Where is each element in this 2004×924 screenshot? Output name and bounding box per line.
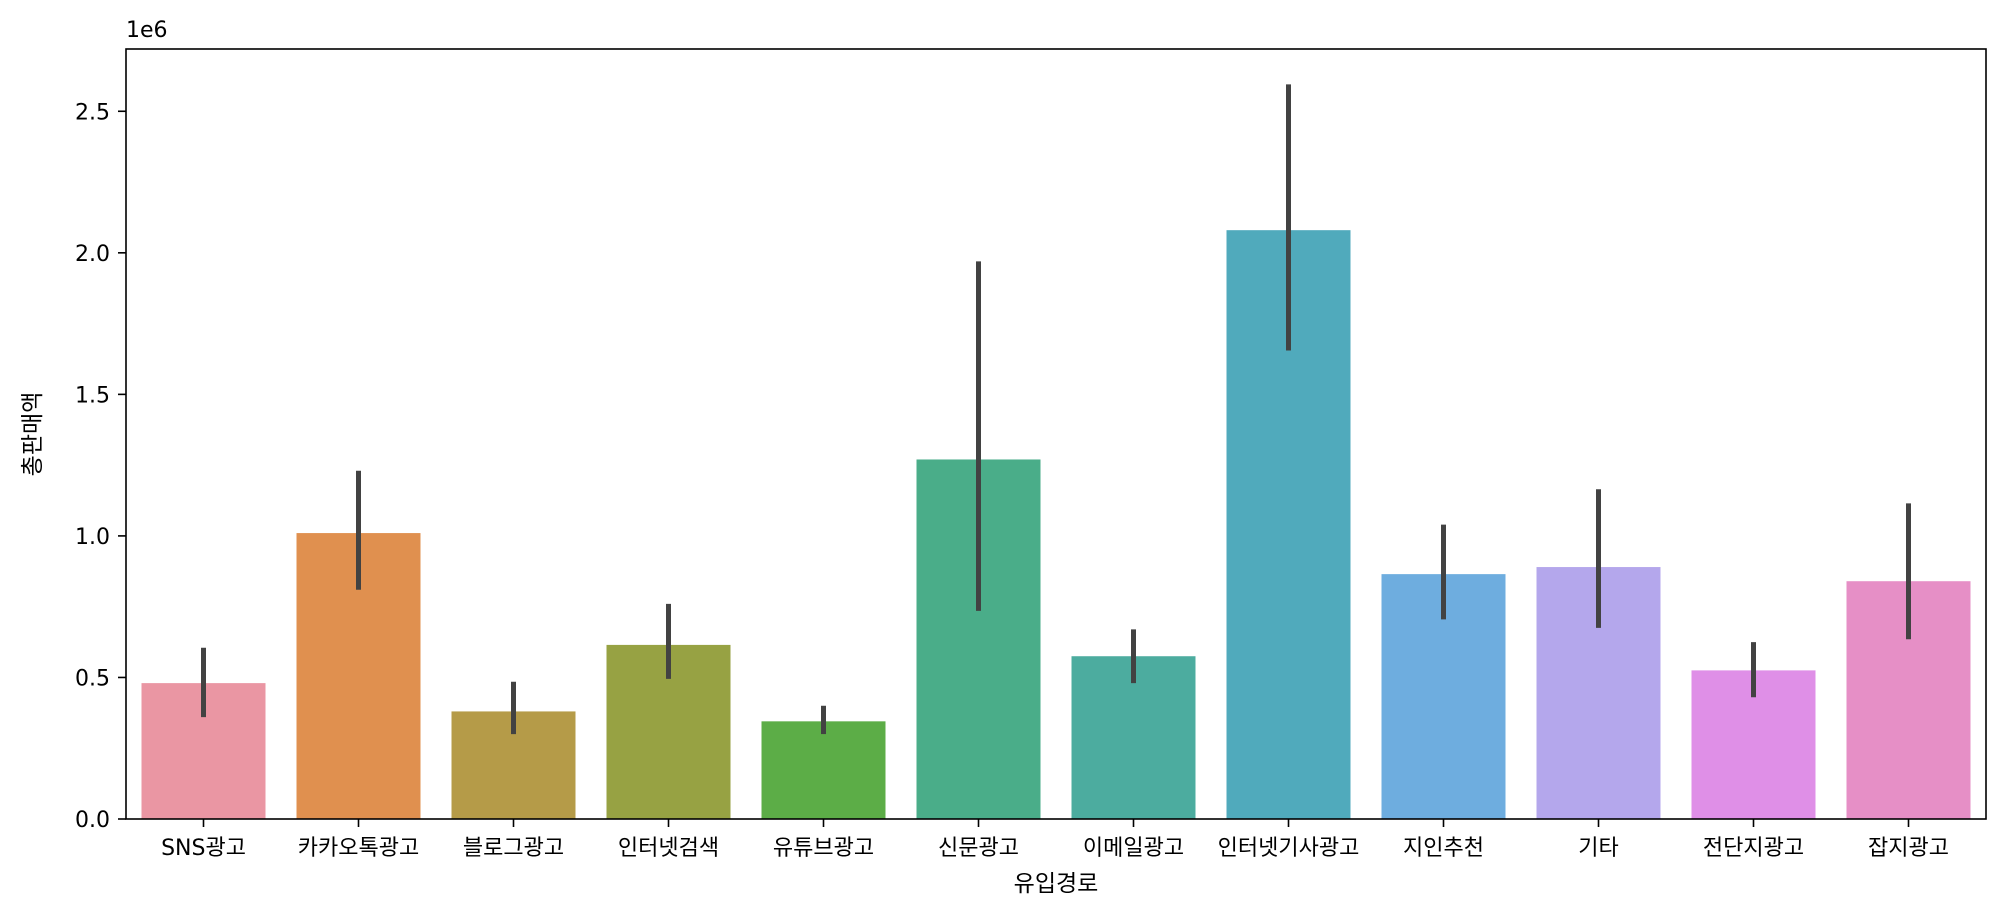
x-tick-label: 인터넷검색 — [618, 836, 719, 861]
x-tick-label: 카카오톡광고 — [298, 836, 419, 861]
y-tick-label: 0.0 — [75, 808, 110, 833]
y-tick-label: 2.0 — [75, 242, 110, 267]
bars-layer — [141, 230, 1971, 820]
x-tick-label: 잡지광고 — [1868, 836, 1949, 861]
x-tick-label: 블로그광고 — [463, 836, 564, 861]
y-tick-label: 1.5 — [75, 383, 110, 408]
y-axis: 0.0 0.5 1.0 1.5 2.0 2.5 — [75, 100, 126, 833]
x-tick-label: 인터넷기사광고 — [1218, 836, 1360, 861]
y-tick-label: 1.0 — [75, 525, 110, 550]
x-tick-label: 전단지광고 — [1703, 836, 1804, 861]
x-tick-label: 지인추천 — [1403, 836, 1484, 861]
x-tick-label: SNS광고 — [161, 836, 246, 861]
x-tick-label: 이메일광고 — [1083, 836, 1184, 861]
y-tick-label: 0.5 — [75, 666, 110, 691]
x-axis: SNS광고 카카오톡광고 블로그광고 인터넷검색 유튜브광고 신문광고 이메일광고 인터넷기사… — [161, 819, 1949, 861]
bar — [761, 721, 886, 819]
plot-frame — [125, 48, 1987, 820]
y-tick-label: 2.5 — [75, 100, 110, 125]
x-axis-title: 유입경로 — [1014, 871, 1099, 897]
y-axis-title: 총판매액 — [20, 392, 46, 477]
x-tick-label: 신문광고 — [938, 836, 1019, 861]
error-bars-layer — [201, 84, 1911, 735]
x-tick-label: 유튜브광고 — [773, 836, 874, 861]
x-tick-label: 기타 — [1578, 836, 1618, 861]
y-axis-offset-label: 1e6 — [126, 18, 168, 43]
bar — [1071, 656, 1196, 819]
